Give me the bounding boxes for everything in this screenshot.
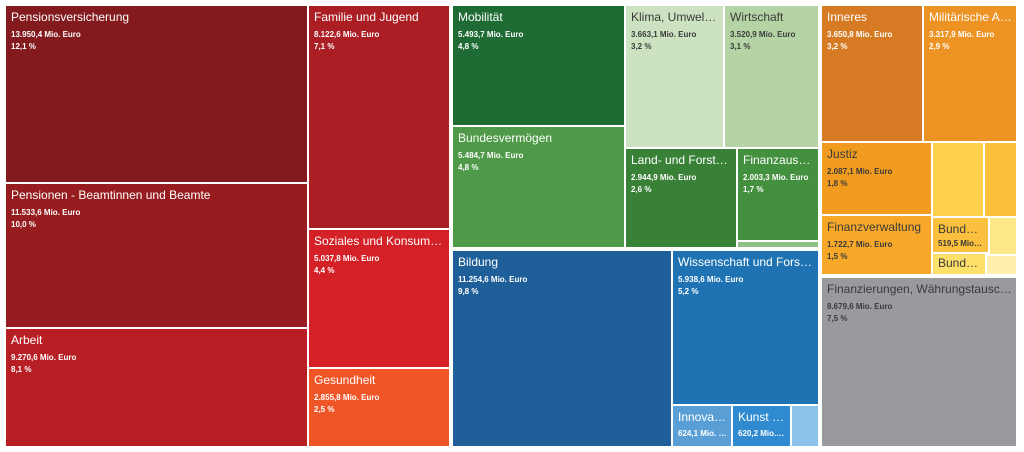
tile-soziales[interactable]: Soziales und Konsumentenschutz 5.037,8 M… [309,230,449,367]
tile-percent: 4,4 % [314,266,335,275]
tile-label: Inneres [827,10,868,24]
tile-value: 8.679,6 Mio. Euro [827,302,893,311]
tile-value: 11.533,6 Mio. Euro [11,208,81,217]
tile-value: 13.950,4 Mio. Euro [11,30,81,39]
tile-label: Pensionen - Beamtinnen und Beamte [11,188,211,202]
tile-value: 5.037,8 Mio. Euro [314,254,380,263]
tile-mobilitaet[interactable]: Mobilität 5.493,7 Mio. Euro 4,8 % [453,6,624,125]
tile-value: 624,1 Mio. Euro [678,429,727,438]
tile-percent: 2,9 % [929,42,950,51]
tile-finanzverwaltung[interactable]: Finanzverwaltung 1.722,7 Mio. Euro 1,5 % [822,216,931,274]
tile-wissenschaft[interactable]: Wissenschaft und Forschung 5.938,6 Mio. … [673,251,818,404]
tile-bundeskanzleramt[interactable]: Bundeskanzleramt 519,5 Mio. Euro [933,218,988,252]
tile-percent: 3,2 % [827,42,848,51]
tile-blue-minor[interactable] [792,406,818,446]
tile-wirtschaft[interactable]: Wirtschaft 3.520,9 Mio. Euro 3,1 % [725,6,818,147]
tile-percent: 2,5 % [314,405,335,414]
tile-label: Militärische Angelegenheiten [929,10,1012,24]
tile-label: Familie und Jugend [314,10,419,24]
tile-pensionsversicherung[interactable]: Pensionsversicherung 13.950,4 Mio. Euro … [6,6,307,182]
tile-label: Bundespräsident [938,256,981,270]
tile-orange-minor-4[interactable] [987,256,1016,274]
tile-label: Mobilität [458,10,503,24]
tile-value: 2.003,3 Mio. Euro [743,173,809,182]
tile-value: 5.493,7 Mio. Euro [458,30,524,39]
tile-value: 620,2 Mio. Euro [738,429,786,438]
tile-value: 3.650,8 Mio. Euro [827,30,893,39]
tile-label: Bildung [458,255,499,269]
tile-percent: 1,5 % [827,252,848,261]
tile-percent: 5,2 % [678,287,699,296]
tile-percent: 3,2 % [631,42,652,51]
tile-bildung[interactable]: Bildung 11.254,6 Mio. Euro 9,8 % [453,251,671,446]
tile-inneres[interactable]: Inneres 3.650,8 Mio. Euro 3,2 % [822,6,922,141]
tile-percent: 1,8 % [827,179,848,188]
tile-bundesvermoegen[interactable]: Bundesvermögen 5.484,7 Mio. Euro 4,8 % [453,127,624,247]
tile-klima[interactable]: Klima, Umwelt und Energie 3.663,1 Mio. E… [626,6,723,147]
tile-label: Wirtschaft [730,10,784,24]
tile-label: Klima, Umwelt und Energie [631,10,719,24]
tile-green-minor[interactable] [738,242,818,247]
tile-gesundheit[interactable]: Gesundheit 2.855,8 Mio. Euro 2,5 % [309,369,449,446]
tile-arbeit[interactable]: Arbeit 9.270,6 Mio. Euro 8,1 % [6,329,307,446]
tile-finanzierungen[interactable]: Finanzierungen, Währungstauschverträge 8… [822,278,1016,446]
tile-percent: 4,8 % [458,42,479,51]
tile-land-forst[interactable]: Land- und Forstwirtschaft 2.944,9 Mio. E… [626,149,736,247]
tile-militaer[interactable]: Militärische Angelegenheiten 3.317,9 Mio… [924,6,1016,141]
tile-value: 2.087,1 Mio. Euro [827,167,893,176]
tile-value: 11.254,6 Mio. Euro [458,275,528,284]
tile-pensionen-beamte[interactable]: Pensionen - Beamtinnen und Beamte 11.533… [6,184,307,327]
tile-label: Finanzverwaltung [827,220,922,234]
tile-label: Arbeit [11,333,43,347]
tile-value: 3.317,9 Mio. Euro [929,30,995,39]
tile-value: 9.270,6 Mio. Euro [11,353,77,362]
tile-percent: 7,5 % [827,314,848,323]
tile-percent: 8,1 % [11,365,32,374]
tile-percent: 12,1 % [11,42,36,51]
tile-label: Gesundheit [314,373,376,387]
tile-value: 519,5 Mio. Euro [938,239,984,248]
tile-innovation[interactable]: Innovation und Technologie 624,1 Mio. Eu… [673,406,731,446]
tile-label: Bundesvermögen [458,131,553,145]
tile-bundes-2[interactable]: Bundespräsident [933,254,985,274]
tile-percent: 1,7 % [743,185,764,194]
tile-value: 1.722,7 Mio. Euro [827,240,893,249]
tile-label: Finanzierungen, Währungstauschverträge [827,282,1012,296]
tile-percent: 10,0 % [11,220,36,229]
tile-label: Wissenschaft und Forschung [678,255,814,269]
tile-value: 2.944,9 Mio. Euro [631,173,697,182]
tile-value: 3.520,9 Mio. Euro [730,30,796,39]
tile-percent: 9,8 % [458,287,479,296]
tile-value: 3.663,1 Mio. Euro [631,30,697,39]
tile-percent: 7,1 % [314,42,335,51]
tile-value: 5.484,7 Mio. Euro [458,151,524,160]
tile-value: 2.855,8 Mio. Euro [314,393,380,402]
tile-kunst[interactable]: Kunst und Kultur 620,2 Mio. Euro [733,406,790,446]
tile-label: Kunst und Kultur [738,410,786,424]
tile-label: Land- und Forstwirtschaft [631,153,732,167]
tile-label: Soziales und Konsumentenschutz [314,234,445,248]
tile-finanzausgleich[interactable]: Finanzausgleich 2.003,3 Mio. Euro 1,7 % [738,149,818,240]
tile-value: 5.938,6 Mio. Euro [678,275,744,284]
tile-orange-minor-2[interactable] [985,143,1016,216]
tile-percent: 2,6 % [631,185,652,194]
tile-value: 8.122,6 Mio. Euro [314,30,380,39]
tile-label: Bundeskanzleramt [938,222,984,236]
tile-orange-minor-3[interactable] [990,218,1016,254]
tile-percent: 4,8 % [458,163,479,172]
tile-orange-minor-1[interactable] [933,143,983,216]
tile-label: Pensionsversicherung [11,10,130,24]
tile-label: Innovation und Technologie [678,410,727,424]
tile-label: Finanzausgleich [743,153,814,167]
tile-justiz[interactable]: Justiz 2.087,1 Mio. Euro 1,8 % [822,143,931,214]
tile-familie-jugend[interactable]: Familie und Jugend 8.122,6 Mio. Euro 7,1… [309,6,449,228]
tile-label: Justiz [827,147,858,161]
tile-percent: 3,1 % [730,42,751,51]
